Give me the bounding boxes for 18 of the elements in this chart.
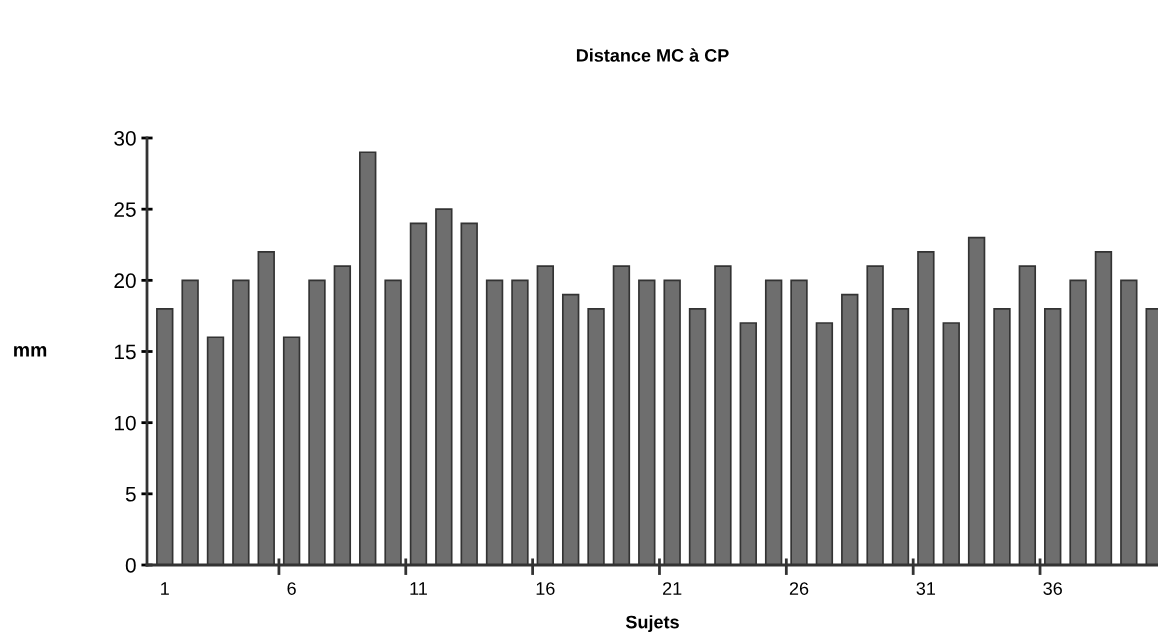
x-axis-title: Sujets — [625, 615, 679, 632]
y-tick-label: 10 — [115, 415, 136, 431]
y-tick-label: 20 — [114, 273, 136, 289]
y-tick-label: 15 — [115, 344, 136, 360]
x-tick-label: 36 — [1043, 582, 1062, 595]
y-tick-label: 30 — [114, 131, 136, 146]
x-tick-label: 1 — [161, 582, 169, 595]
x-tick-label: 21 — [663, 582, 682, 595]
chart-title: Distance MC à CP — [576, 48, 729, 62]
y-tick-label: 25 — [114, 202, 136, 217]
x-tick-label: 11 — [410, 582, 427, 595]
y-axis-title: mm — [14, 346, 47, 357]
x-tick-label: 31 — [916, 582, 936, 595]
y-tick-label: 0 — [125, 558, 136, 573]
y-tick-label: 5 — [125, 487, 136, 502]
x-tick-label: 26 — [789, 582, 809, 595]
x-tick-label: 6 — [287, 582, 296, 595]
x-tick-label: 16 — [536, 582, 555, 595]
